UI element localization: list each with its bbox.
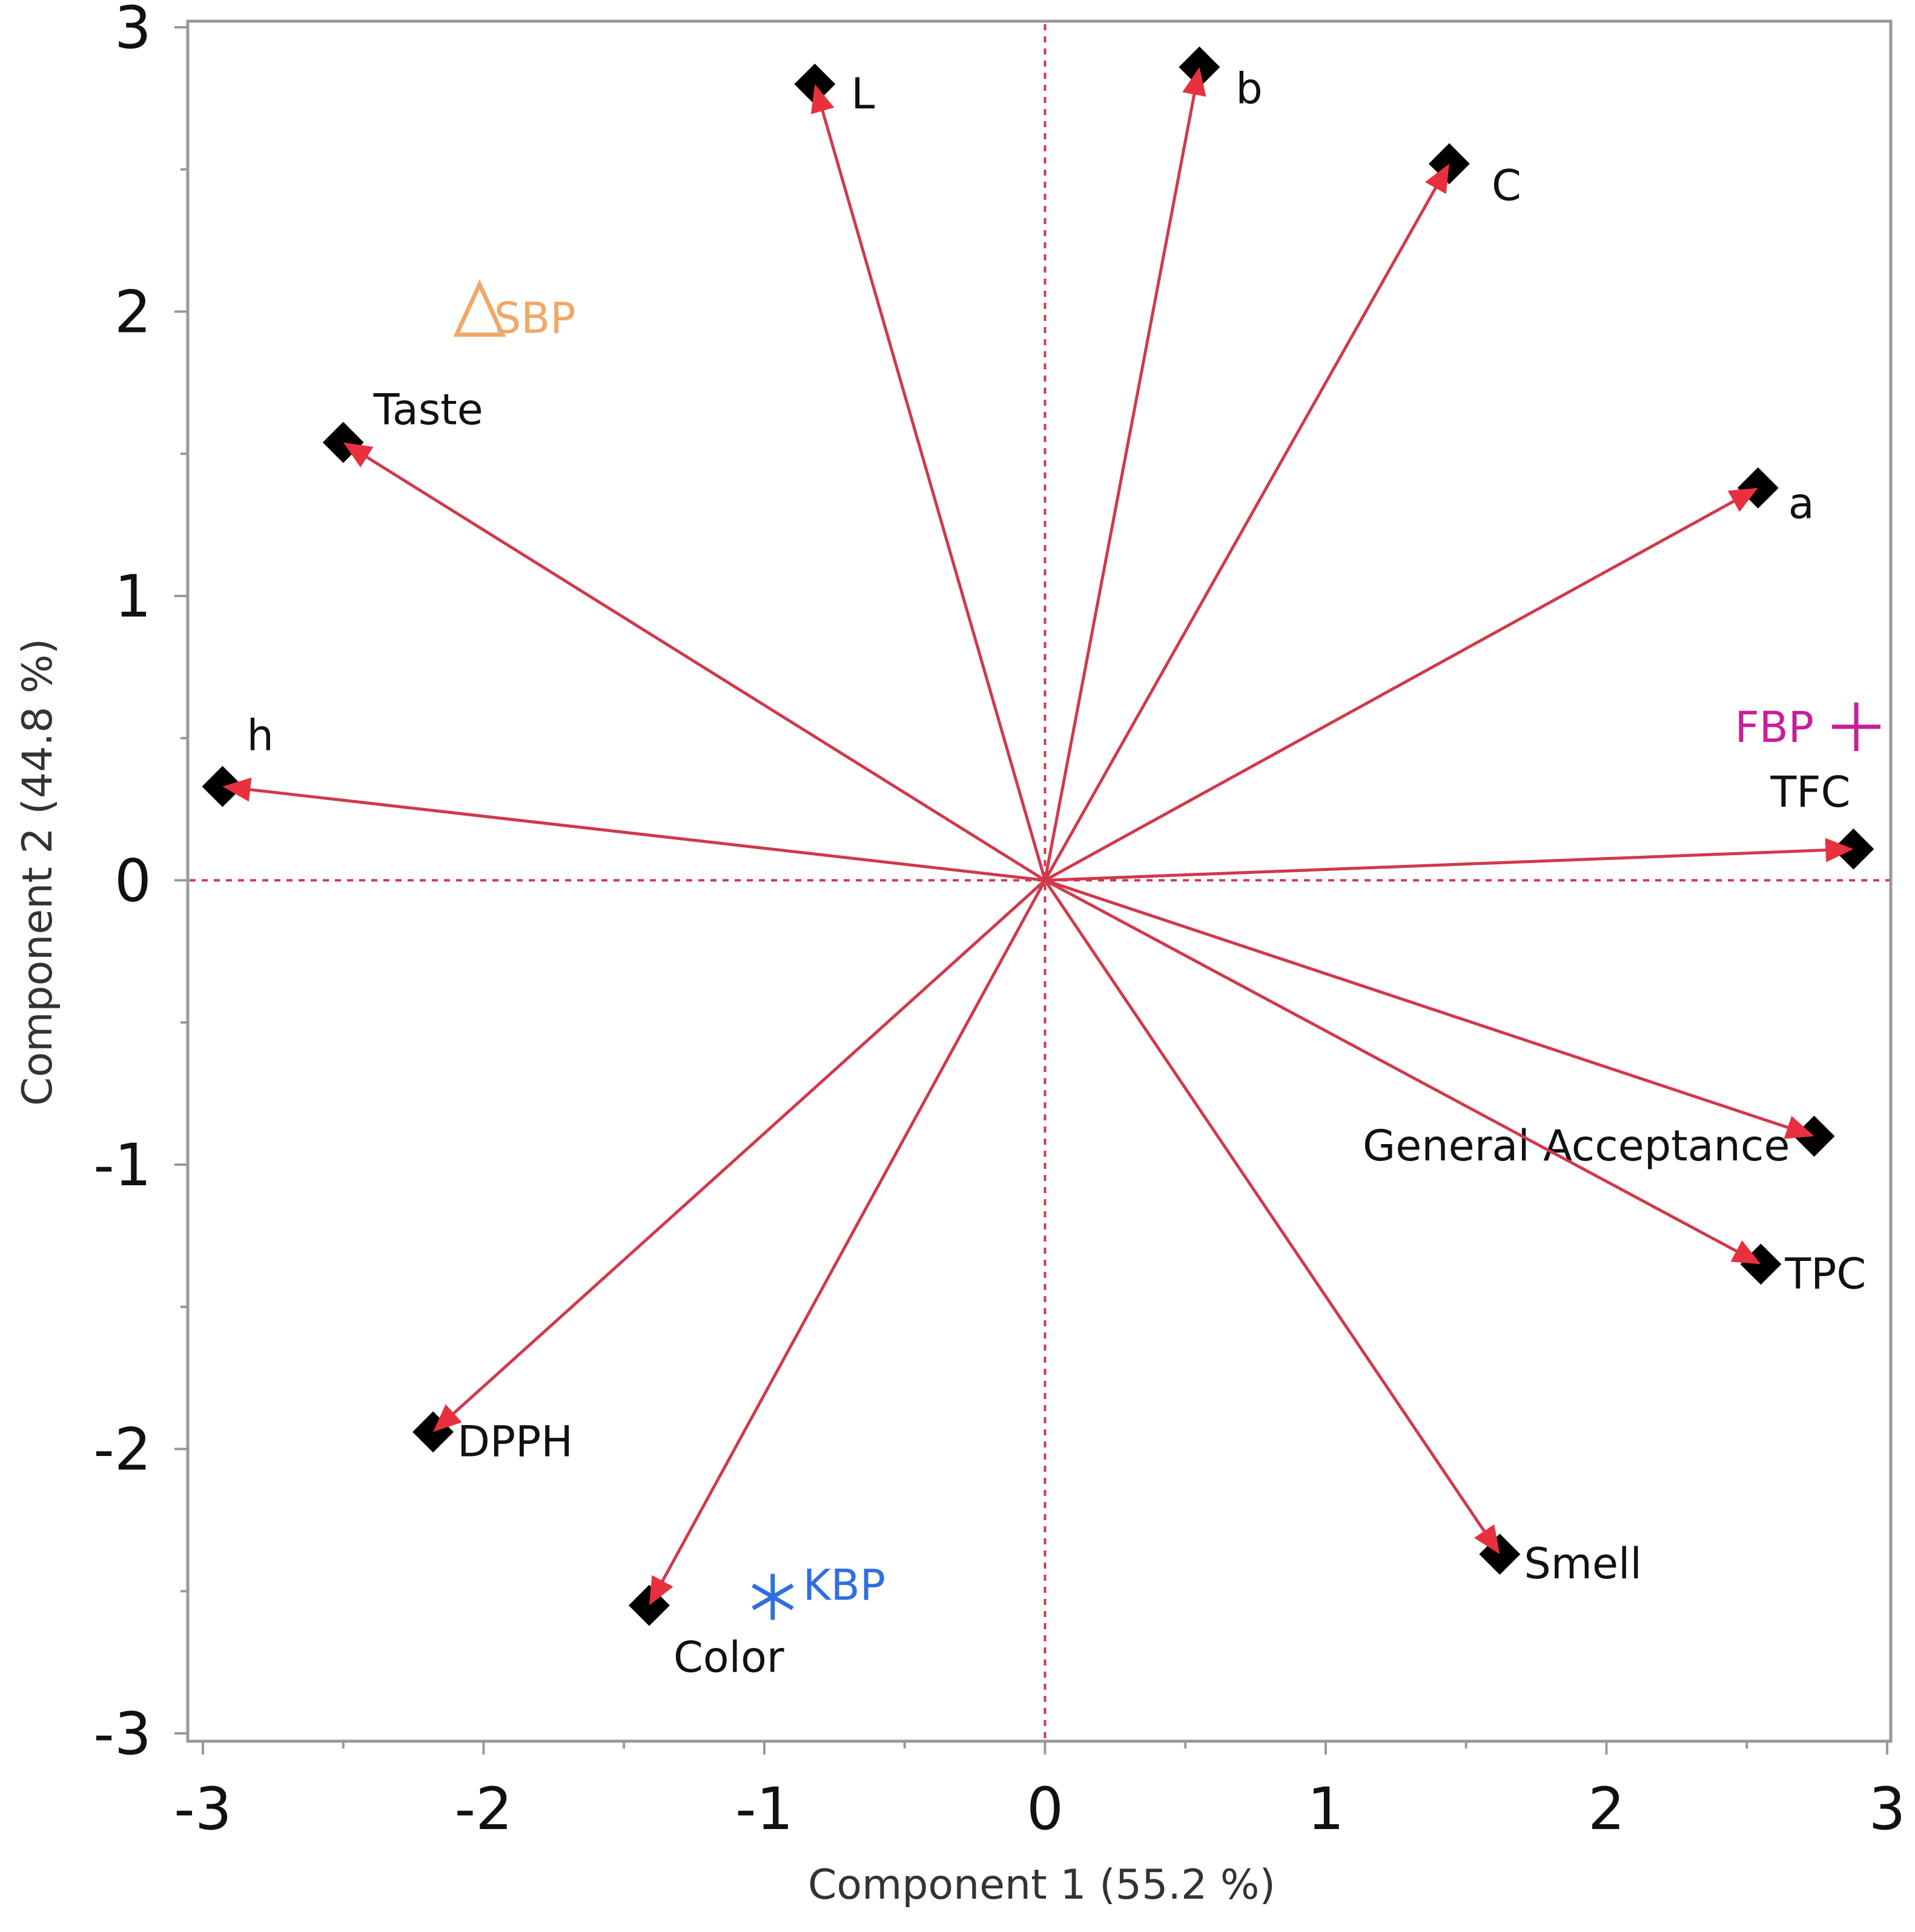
score-label: FBP: [1735, 703, 1814, 752]
arrowhead: [222, 777, 252, 802]
x-tick-label: 2: [1588, 1775, 1625, 1843]
loading-label: L: [851, 69, 875, 119]
loading-dpph: DPPH: [412, 879, 1047, 1466]
loading-tfc: TFC: [1045, 767, 1874, 882]
score-kbp: KBP: [752, 1561, 885, 1620]
x-tick-label: -1: [735, 1775, 793, 1843]
x-tick-label: -2: [455, 1775, 513, 1843]
arrowhead: [1825, 838, 1854, 862]
loading-label: Taste: [373, 385, 483, 434]
loading-label: TPC: [1784, 1249, 1866, 1298]
loading-tpc: TPC: [1044, 879, 1866, 1298]
x-tick-label: 0: [1027, 1775, 1063, 1843]
loading-label: a: [1788, 479, 1814, 529]
y-axis-title: Component 2 (44.8 %): [14, 638, 62, 1106]
loading-label: DPPH: [457, 1417, 573, 1466]
arrowhead: [649, 1575, 673, 1606]
loading-general-acceptance: General Acceptance: [1044, 879, 1835, 1171]
loading-arrow-line: [647, 879, 1047, 1606]
loading-c: C: [1043, 143, 1521, 881]
arrowhead: [810, 84, 835, 114]
y-tick-label: 1: [114, 563, 151, 630]
loading-arrow-line: [813, 84, 1047, 881]
loading-label: General Acceptance: [1363, 1121, 1790, 1171]
loading-arrow-line: [1044, 879, 1762, 1266]
score-label: KBP: [803, 1561, 885, 1610]
loading-arrow-line: [1043, 879, 1501, 1555]
y-tick-label: 0: [114, 847, 151, 915]
arrowhead: [1474, 1524, 1500, 1555]
arrowhead: [1730, 1240, 1761, 1265]
loading-label: Smell: [1524, 1539, 1642, 1589]
loading-label: b: [1235, 64, 1262, 114]
loading-label: Color: [673, 1633, 784, 1682]
y-tick-label: -2: [93, 1416, 151, 1484]
loading-arrow-line: [222, 785, 1045, 882]
loading-arrow-line: [1045, 847, 1854, 882]
score-label: SBP: [494, 294, 576, 343]
arrowhead: [1727, 488, 1758, 512]
score-fbp: FBP: [1735, 702, 1881, 752]
y-tick-label: 3: [114, 0, 151, 62]
x-axis-title: Component 1 (55.2 %): [808, 1861, 1275, 1909]
loading-arrow-line: [1043, 67, 1201, 881]
arrowhead: [1424, 164, 1449, 194]
loading-color: Color: [629, 879, 1047, 1682]
loading-arrow-line: [1044, 879, 1815, 1138]
score-sbp: SBP: [453, 279, 576, 343]
arrowhead: [1182, 67, 1206, 97]
y-tick-label: -1: [93, 1131, 151, 1199]
loading-h: h: [202, 711, 1045, 882]
y-tick-label: 2: [114, 279, 151, 346]
loading-arrow-line: [1043, 163, 1451, 881]
loading-taste: Taste: [322, 385, 1046, 882]
loading-arrow-line: [1044, 486, 1759, 882]
arrowhead: [1784, 1116, 1814, 1139]
x-tick-label: -3: [174, 1775, 232, 1843]
loading-arrow-line: [432, 879, 1047, 1434]
loading-smell: Smell: [1043, 879, 1642, 1589]
arrowhead: [343, 442, 374, 468]
x-tick-label: 1: [1307, 1775, 1344, 1843]
x-tick-label: 3: [1868, 1775, 1905, 1843]
triangle-marker: [453, 279, 506, 337]
loading-label: h: [246, 711, 273, 761]
y-tick-label: -3: [93, 1700, 151, 1768]
arrowhead: [433, 1404, 462, 1432]
loading-b: b: [1043, 46, 1263, 881]
loading-a: a: [1044, 467, 1814, 882]
loading-label: C: [1492, 160, 1521, 210]
loading-arrow-line: [342, 441, 1046, 882]
asterisk-marker-stroke: [752, 1583, 794, 1610]
loading-label: TFC: [1770, 767, 1850, 817]
